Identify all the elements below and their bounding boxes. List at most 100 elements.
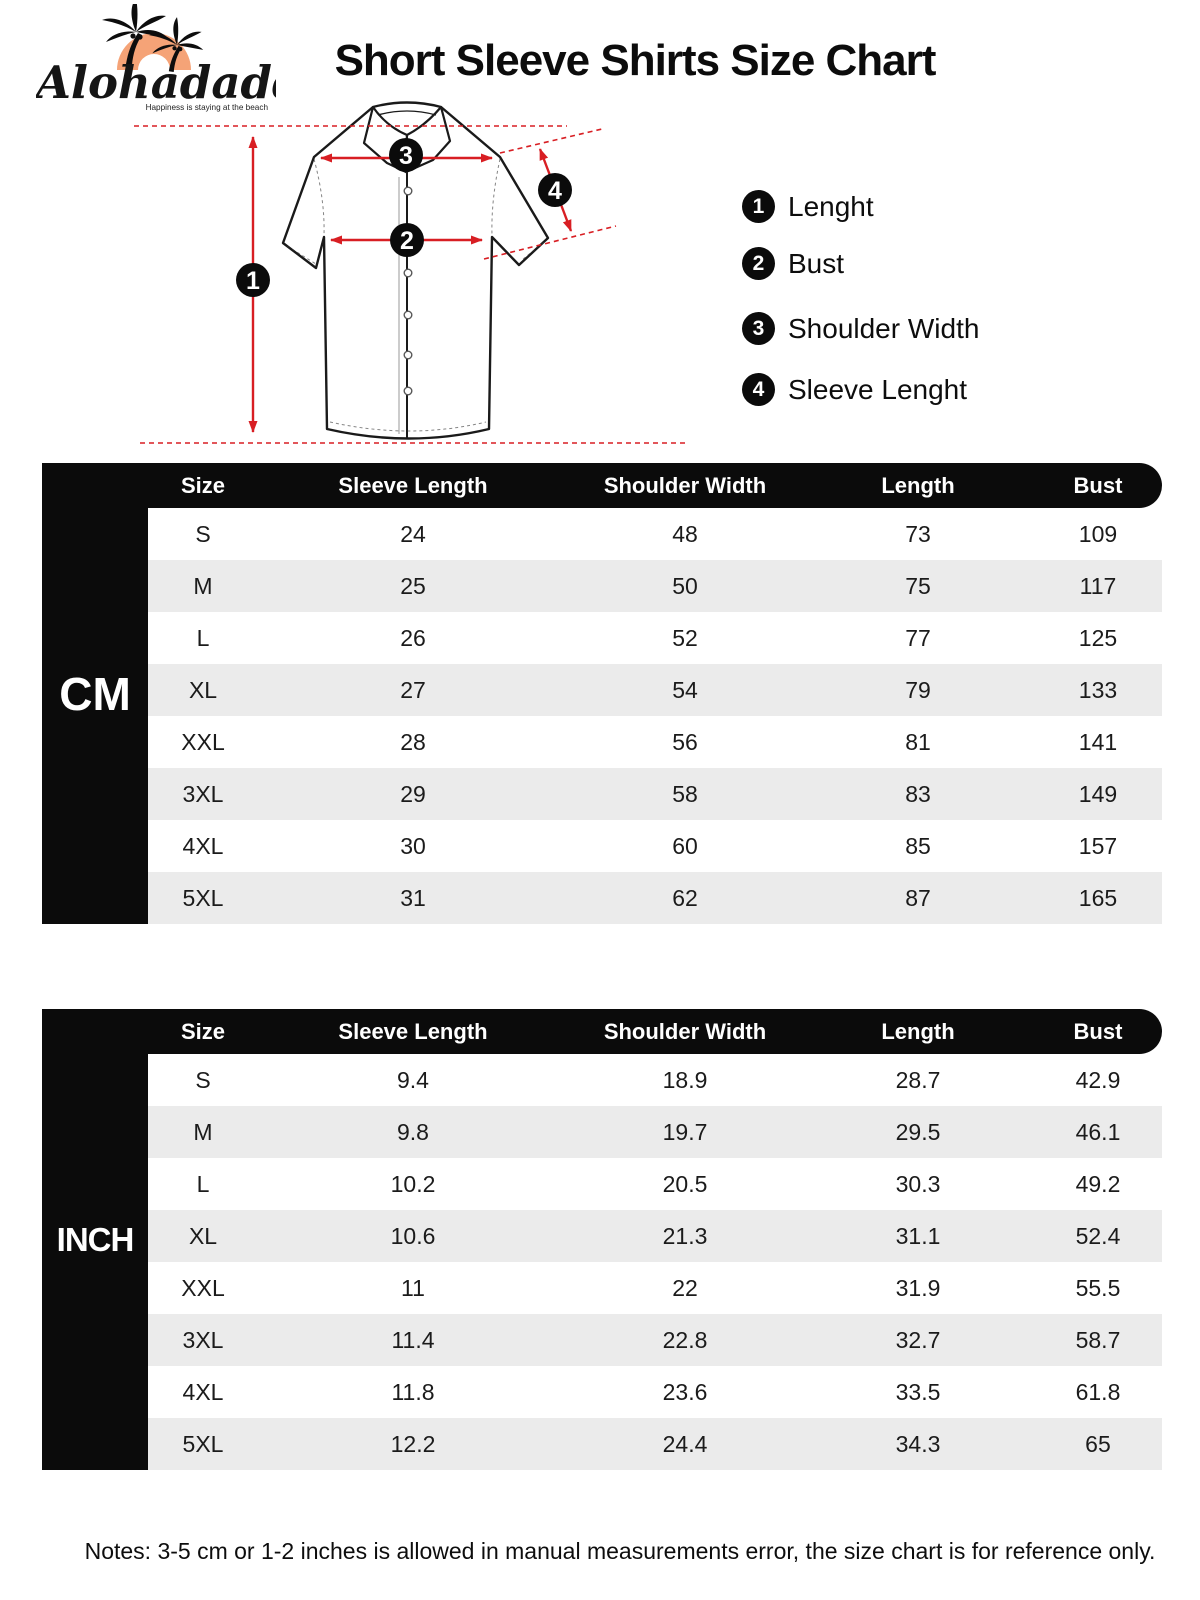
legend-label: Lenght [788,190,874,222]
value-cell: 109 [1078,520,1118,547]
value-cell: 22.8 [662,1326,708,1353]
legend-number-badge: 2 [742,247,775,280]
value-cell: 10.2 [390,1170,436,1197]
legend-item-length: 1 Lenght [742,190,874,223]
table-row-xxl: XXL 11 22 31.9 55.5 [148,1262,1162,1314]
column-header-shoulder-width: Shoulder Width [603,472,767,498]
value-cell: 24.4 [662,1430,708,1457]
value-cell: 55.5 [1075,1274,1121,1301]
value-cell: 11.8 [391,1378,435,1405]
legend-label: Shoulder Width [788,312,980,344]
value-cell: 29.5 [895,1118,941,1145]
value-cell: 62 [672,884,698,911]
value-cell: 28 [400,728,426,755]
table-header: Size Sleeve Length Shoulder Width Length Bus… [148,463,1162,508]
value-cell: 87 [905,884,931,911]
value-cell: 125 [1078,624,1118,651]
table-row-5xl: 5XL 31 62 87 165 [148,872,1162,924]
value-cell: 29 [400,780,426,807]
value-cell: 10.6 [390,1222,436,1249]
notes-text: Notes: 3-5 cm or 1-2 inches is allowed i… [84,1538,1156,1564]
table-row-3xl: 3XL 29 58 83 149 [148,768,1162,820]
value-cell: 149 [1078,780,1118,807]
measure-guide-lines [134,125,686,444]
size-cell: 5XL [182,1430,224,1457]
value-cell: 117 [1079,572,1117,599]
size-cell: 4XL [182,832,224,859]
size-cell: L [196,1170,210,1197]
table-main: Size Sleeve Length Shoulder Width Length Bus… [148,1009,1162,1470]
measurement-legend: 1 Lenght 2 Bust 3 Shoulder Width 4 Sleev… [742,190,1072,410]
table-row-s: S 9.4 18.9 28.7 42.9 [148,1054,1162,1106]
value-cell: 12.2 [390,1430,436,1457]
value-cell: 73 [905,520,931,547]
value-cell: 77 [905,624,931,651]
legend-item-sleeve-length: 4 Sleeve Lenght [742,373,967,406]
value-cell: 61.8 [1075,1378,1121,1405]
value-cell: 65 [1085,1430,1111,1457]
shirt-seam-dashes [286,158,545,432]
value-cell: 83 [905,780,931,807]
size-cell: 3XL [182,1326,224,1353]
value-cell: 31.1 [895,1222,941,1249]
value-cell: 31 [400,884,426,911]
value-cell: 54 [672,676,698,703]
value-cell: 26 [400,624,426,651]
value-cell: 52.4 [1075,1222,1121,1249]
value-cell: 141 [1078,728,1118,755]
table-row-s: S 24 48 73 109 [148,508,1162,560]
legend-number-badge: 4 [742,373,775,406]
table-row-3xl: 3XL 11.4 22.8 32.7 58.7 [148,1314,1162,1366]
size-table-inch: INCH Size Sleeve Length Shoulder Width Leng… [42,1009,1162,1470]
size-cell: XXL [181,1274,225,1301]
value-cell: 11.4 [391,1326,435,1353]
value-cell: 30 [400,832,426,859]
column-header-size: Size [180,472,226,498]
column-header-bust: Bust [1073,472,1123,498]
table-header: Size Sleeve Length Shoulder Width Length Bus… [148,1009,1162,1054]
unit-text: CM [59,667,131,720]
size-cell: 5XL [182,884,224,911]
callout-3: 3 [399,142,413,170]
legend-item-bust: 2 Bust [742,247,844,280]
table-body: S 9.4 18.9 28.7 42.9 M 9.8 19.7 29.5 46.1 L 10.2 20.… [148,1054,1162,1470]
value-cell: 9.8 [397,1118,429,1145]
table-row-5xl: 5XL 12.2 24.4 34.3 65 [148,1418,1162,1470]
measure-callouts: 1 2 3 4 [236,138,572,297]
value-cell: 31.9 [895,1274,941,1301]
table-body: S 24 48 73 109 M 25 50 75 117 L 26 52 77 125 XL 27 54 79 13… [148,508,1162,924]
callout-4: 4 [548,177,562,205]
brand-tagline: Happiness is staying at the beach [146,103,269,112]
value-cell: 85 [905,832,931,859]
value-cell: 33.5 [895,1378,941,1405]
value-cell: 56 [672,728,698,755]
value-cell: 48 [672,520,698,547]
value-cell: 165 [1078,884,1118,911]
size-cell: 3XL [182,780,224,807]
value-cell: 19.7 [662,1118,708,1145]
size-cell: M [193,572,213,599]
value-cell: 34.3 [895,1430,941,1457]
value-cell: 25 [400,572,426,599]
table-row-4xl: 4XL 30 60 85 157 [148,820,1162,872]
value-cell: 24 [400,520,426,547]
column-header-length: Length [881,472,955,498]
unit-label-inch: INCH [42,1009,148,1470]
value-cell: 46.1 [1075,1118,1121,1145]
column-header-sleeve-length: Sleeve Length [338,472,488,498]
column-header-length: Length [881,1018,955,1044]
value-cell: 27 [400,676,426,703]
value-cell: 60 [672,832,698,859]
value-cell: 133 [1078,676,1118,703]
table-row-xl: XL 27 54 79 133 [148,664,1162,716]
table-row-xxl: XXL 28 56 81 141 [148,716,1162,768]
value-cell: 49.2 [1075,1170,1121,1197]
legend-label: Bust [788,247,845,279]
size-cell: S [195,1066,211,1093]
table-row-m: M 9.8 19.7 29.5 46.1 [148,1106,1162,1158]
value-cell: 11 [401,1274,425,1301]
value-cell: 42.9 [1075,1066,1121,1093]
value-cell: 18.9 [662,1066,708,1093]
unit-label-cm: CM [42,463,148,924]
column-header-bust: Bust [1073,1018,1123,1044]
